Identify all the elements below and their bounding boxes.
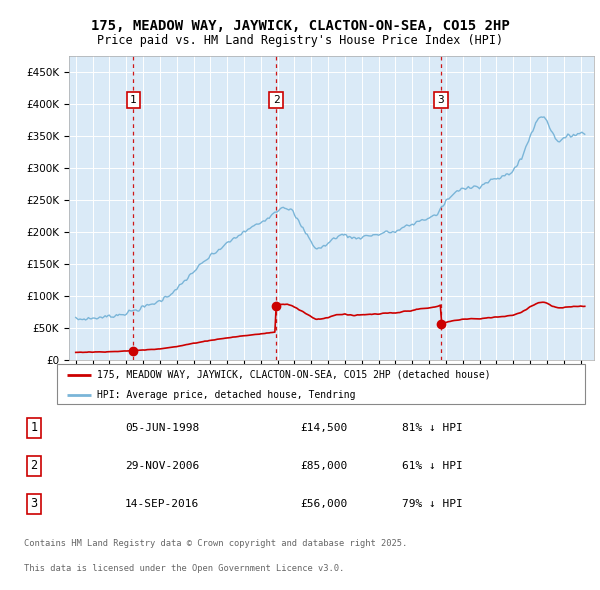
Text: 79% ↓ HPI: 79% ↓ HPI [401, 499, 462, 509]
Text: Price paid vs. HM Land Registry's House Price Index (HPI): Price paid vs. HM Land Registry's House … [97, 34, 503, 47]
FancyBboxPatch shape [57, 364, 585, 404]
Text: 61% ↓ HPI: 61% ↓ HPI [401, 461, 462, 471]
Text: 1: 1 [30, 421, 37, 434]
Text: 05-JUN-1998: 05-JUN-1998 [125, 423, 199, 433]
Text: 3: 3 [30, 497, 37, 510]
Text: 1: 1 [130, 95, 137, 105]
Text: 175, MEADOW WAY, JAYWICK, CLACTON-ON-SEA, CO15 2HP (detached house): 175, MEADOW WAY, JAYWICK, CLACTON-ON-SEA… [97, 370, 490, 380]
Text: This data is licensed under the Open Government Licence v3.0.: This data is licensed under the Open Gov… [23, 564, 344, 573]
Text: 175, MEADOW WAY, JAYWICK, CLACTON-ON-SEA, CO15 2HP: 175, MEADOW WAY, JAYWICK, CLACTON-ON-SEA… [91, 19, 509, 34]
Text: Contains HM Land Registry data © Crown copyright and database right 2025.: Contains HM Land Registry data © Crown c… [23, 539, 407, 548]
Text: 2: 2 [273, 95, 280, 105]
Text: £85,000: £85,000 [300, 461, 347, 471]
Text: 29-NOV-2006: 29-NOV-2006 [125, 461, 199, 471]
Text: 2: 2 [30, 459, 37, 472]
Text: £14,500: £14,500 [300, 423, 347, 433]
Text: 14-SEP-2016: 14-SEP-2016 [125, 499, 199, 509]
Text: £56,000: £56,000 [300, 499, 347, 509]
Text: HPI: Average price, detached house, Tendring: HPI: Average price, detached house, Tend… [97, 391, 355, 401]
Text: 3: 3 [437, 95, 445, 105]
Text: 81% ↓ HPI: 81% ↓ HPI [401, 423, 462, 433]
